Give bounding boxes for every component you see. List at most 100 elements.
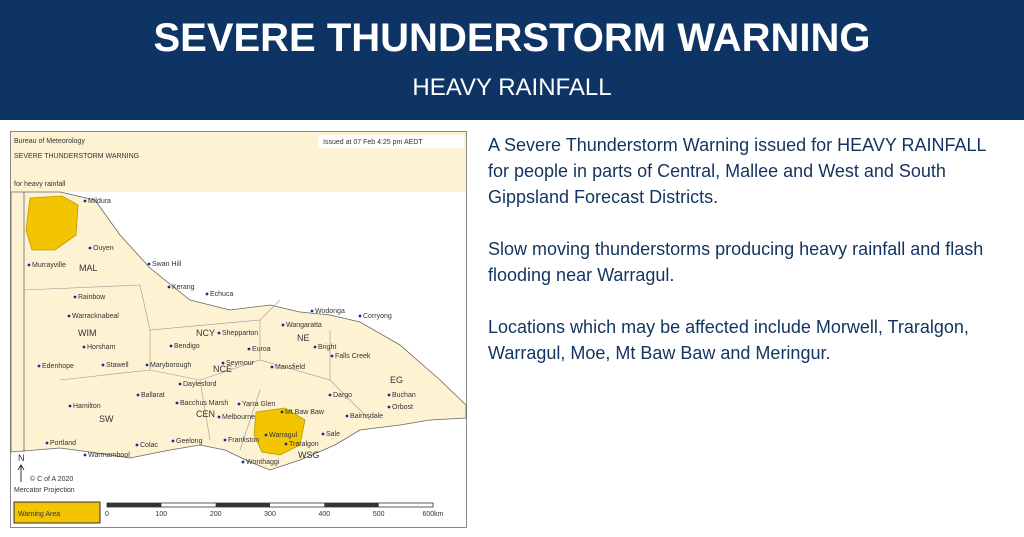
town-label: Wodonga (315, 308, 345, 315)
town-label: Daylesford (183, 381, 217, 388)
district-label: CEN (196, 409, 215, 419)
scale-label: 300 (264, 511, 276, 518)
town-label: Dargo (333, 392, 352, 399)
town-dot (270, 365, 274, 369)
town-label: Echuca (210, 291, 233, 298)
projection: Mercator Projection (14, 487, 75, 494)
town-dot (284, 442, 288, 446)
town-label: Bacchus Marsh (180, 400, 228, 407)
town-dot (82, 345, 86, 349)
town-dot (330, 354, 334, 358)
town-label: Hamilton (73, 403, 101, 410)
town-dot (387, 393, 391, 397)
land (10, 191, 467, 471)
town-dot (178, 382, 182, 386)
town-dot (135, 443, 139, 447)
town-label: Warracknabeal (72, 313, 119, 320)
map: Bureau of Meteorology SEVERE THUNDERSTOR… (10, 131, 467, 528)
district-label: NE (297, 333, 310, 343)
town-label: Rainbow (78, 294, 106, 301)
town-label: Frankston (228, 437, 259, 444)
legend-swatch (13, 501, 101, 524)
town-dot (387, 405, 391, 409)
town-dot (237, 402, 241, 406)
town-label: Maryborough (150, 362, 191, 369)
town-label: Geelong (176, 438, 203, 445)
town-label: Traralgon (289, 441, 319, 448)
town-label: Corryong (363, 313, 392, 320)
scale-segment (324, 503, 379, 507)
district-label: WSG (298, 450, 320, 460)
town-label: Kerang (172, 284, 195, 291)
town-dot (45, 441, 49, 445)
town-dot (147, 262, 151, 266)
scale-label: 500 (373, 511, 385, 518)
town-dot (223, 438, 227, 442)
district-label: NCE (213, 364, 232, 374)
paragraph: Locations which may be affected include … (488, 317, 969, 363)
town-label: Mansfield (275, 364, 305, 371)
town-dot (83, 199, 87, 203)
district-label: MAL (79, 263, 98, 273)
town-label: Portland (50, 440, 76, 447)
town-label: Wangaratta (286, 322, 322, 329)
town-label: Bright (318, 344, 336, 351)
town-label: Warragul (269, 432, 298, 439)
town-label: Swan Hill (152, 261, 182, 268)
town-dot (136, 393, 140, 397)
town-dot (83, 453, 87, 457)
town-dot (67, 314, 71, 318)
town-dot (328, 393, 332, 397)
town-dot (358, 314, 362, 318)
paragraph: A Severe Thunderstorm Warning issued for… (488, 135, 986, 207)
town-dot (321, 432, 325, 436)
town-dot (217, 415, 221, 419)
district-label: WIM (78, 328, 97, 338)
town-dot (205, 292, 209, 296)
town-label: Warrnambool (88, 452, 130, 459)
town-dot (175, 401, 179, 405)
issued: Issued at 07 Feb 4:25 pm AEDT (323, 139, 423, 146)
town-label: Buchan (392, 392, 416, 399)
town-label: Seymour (226, 360, 255, 367)
map-heading: SEVERE THUNDERSTORM WARNING (14, 153, 139, 160)
town-label: Ballarat (141, 392, 165, 399)
town-dot (145, 363, 149, 367)
town-label: Wonthaggi (246, 459, 280, 466)
town-dot (221, 361, 225, 365)
town-label: Edenhope (42, 363, 74, 370)
town-label: Mildura (88, 198, 111, 205)
scale-label: 0 (105, 511, 109, 518)
header: SEVERE THUNDERSTORM WARNING HEAVY RAINFA… (0, 0, 1024, 120)
town-label: Falls Creek (335, 353, 371, 360)
town-label: Bendigo (174, 343, 200, 350)
town-label: Mt Baw Baw (285, 409, 325, 416)
town-label: Colac (140, 442, 158, 449)
town-label: Yarra Glen (242, 401, 275, 408)
warning-area (253, 407, 306, 456)
paragraph: Slow moving thunderstorms producing heav… (488, 239, 984, 285)
scale-label: 600km (422, 511, 443, 518)
town-dot (247, 347, 251, 351)
title: SEVERE THUNDERSTORM WARNING (153, 16, 871, 60)
north-arrow (17, 464, 25, 482)
town-dot (264, 433, 268, 437)
district-borders (23, 284, 371, 451)
town-label: Bairnsdale (350, 413, 383, 420)
warning-area (25, 195, 79, 251)
subtitle: HEAVY RAINFALL (412, 74, 612, 101)
legend-label: Warning Area (18, 511, 60, 518)
scale-segment (107, 503, 162, 507)
map-subheading: for heavy rainfall (14, 181, 66, 188)
town-label: Stawell (106, 362, 129, 369)
town-dot (310, 309, 314, 313)
scale-label: 400 (318, 511, 330, 518)
town-dot (171, 439, 175, 443)
town-label: Murrayville (32, 262, 66, 269)
town-label: Horsham (87, 344, 116, 351)
town-dot (313, 345, 317, 349)
district-label: SW (99, 414, 114, 424)
town-dot (169, 344, 173, 348)
copyright: © C of A 2020 (30, 475, 73, 483)
